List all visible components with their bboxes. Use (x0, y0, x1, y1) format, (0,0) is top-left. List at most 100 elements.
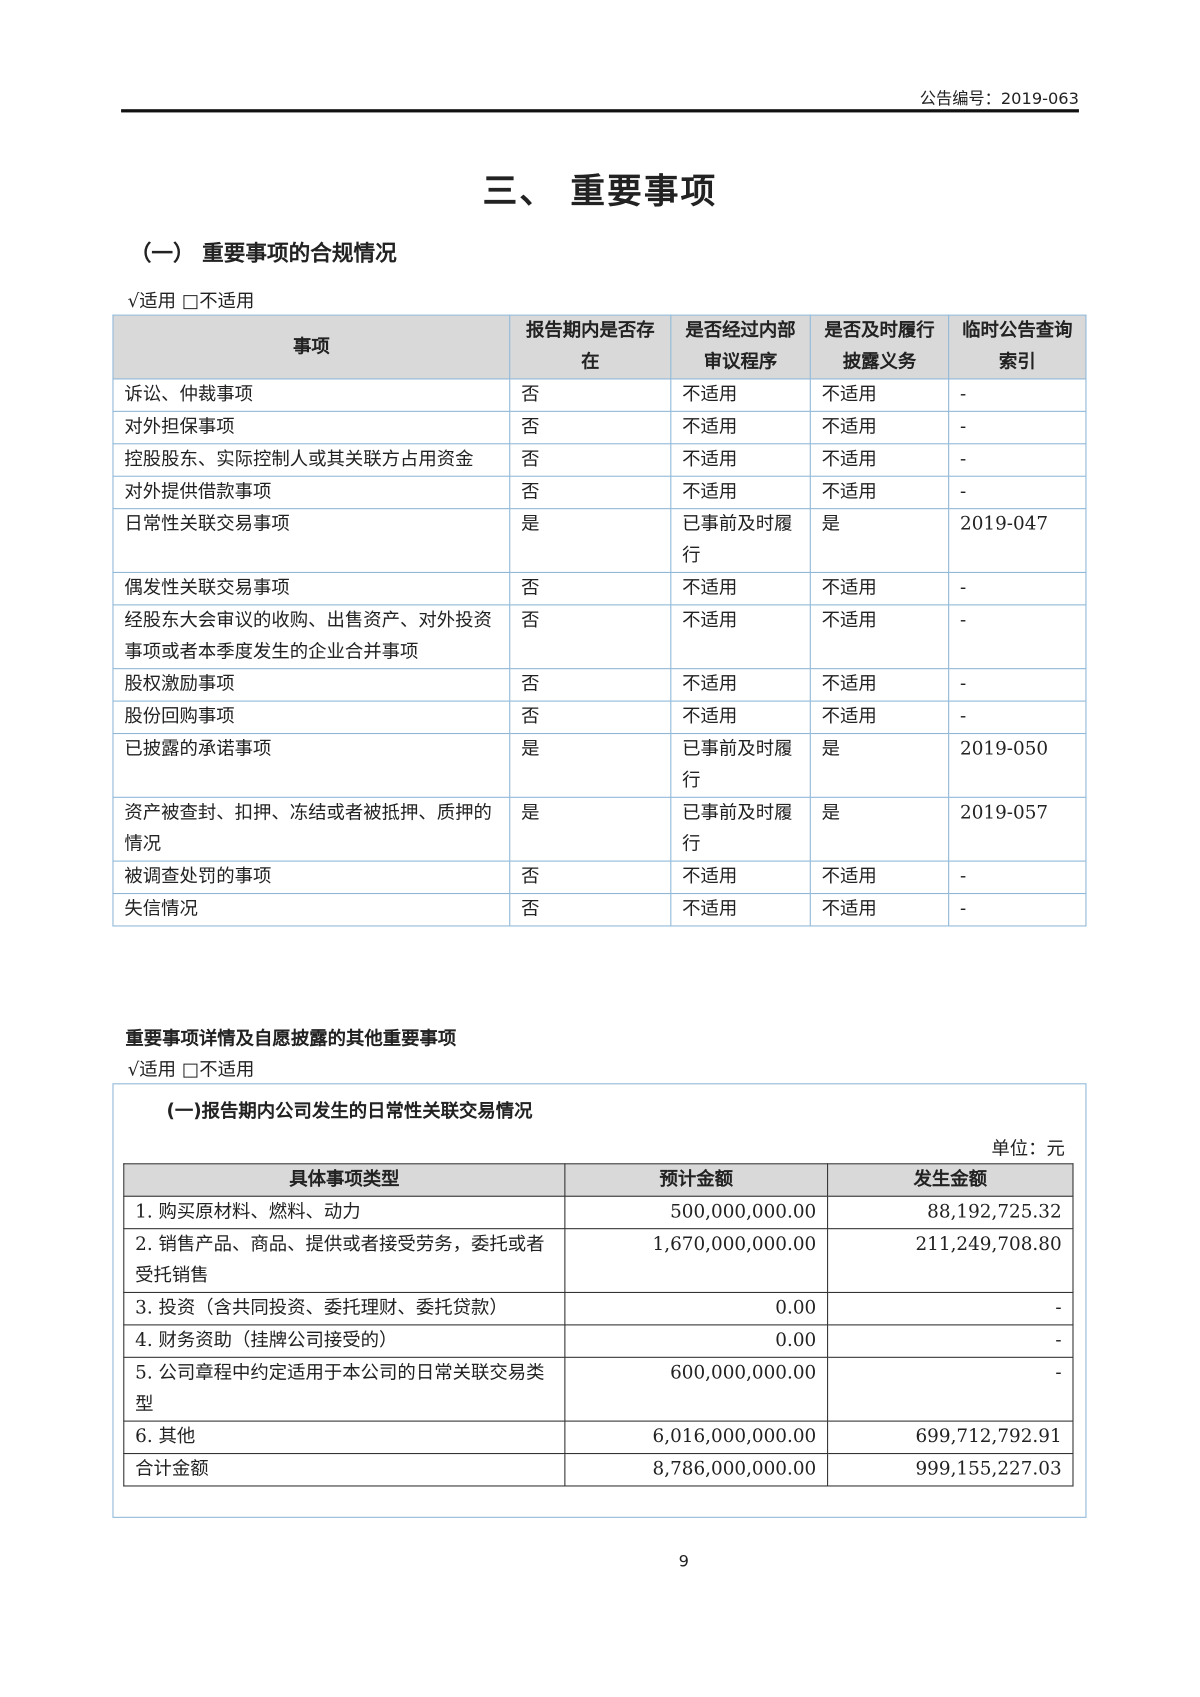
table-cell: 否 (509, 443, 672, 477)
header-rule (121, 109, 1079, 113)
table-cell: - (948, 892, 1087, 927)
table-cell: 999,155,227.03 (827, 1452, 1074, 1487)
table-cell: - (948, 443, 1087, 477)
table-cell: 经股东大会审议的收购、出售资产、对外投资事项或者本季度发生的企业合并事项 (112, 604, 511, 670)
notice-number: 公告编号：2019-063 (919, 88, 1079, 109)
table-row: 对外担保事项否不适用 不适用 - (112, 410, 1087, 445)
table-cell: 不适用 (809, 443, 950, 477)
section1-applicability: √适用 □不适用 (127, 290, 255, 313)
table-cell: - (948, 571, 1087, 606)
column-header: 报告期内是否存在 (509, 314, 672, 380)
page-number: 9 (678, 1551, 689, 1571)
section2-applicability: √适用 □不适用 (127, 1059, 255, 1082)
table-cell: 2019-047 (948, 508, 1087, 573)
table-cell: 是 (809, 732, 950, 798)
table-cell: 已事前及时履行 (670, 796, 811, 862)
column-header: 临时公告查询索引 (948, 314, 1087, 380)
table-row: 诉讼、仲裁事项否不适用 不适用 - (112, 378, 1087, 412)
table-cell: 是 (509, 796, 672, 862)
table-row: 5. 公司章程中约定适用于本公司的日常关联交易类型 600,000,000.00- (123, 1356, 1074, 1422)
table-cell: 否 (509, 475, 672, 510)
table-cell: 4. 财务资助（挂牌公司接受的） (123, 1324, 566, 1358)
table-cell: 8,786,000,000.00 (564, 1452, 829, 1487)
table-cell: 对外提供借款事项 (112, 475, 511, 510)
table-cell: 控股股东、实际控制人或其关联方占用资金 (112, 443, 511, 477)
table-cell: 不适用 (670, 378, 811, 412)
table-cell: 不适用 (809, 604, 950, 670)
table-cell: 不适用 (670, 860, 811, 895)
table-cell: 1,670,000,000.00 (564, 1228, 829, 1293)
table-cell: 合计金额 (123, 1452, 566, 1487)
table-cell: 日常性关联交易事项 (112, 508, 511, 573)
table-row: 6. 其他 6,016,000,000.00 699,712,792.91 (123, 1420, 1074, 1455)
table-cell: 已事前及时履行 (670, 508, 811, 573)
table-row: 4. 财务资助（挂牌公司接受的） 0.00- (123, 1324, 1074, 1358)
table-cell: 不适用 (809, 475, 950, 510)
table-cell: 不适用 (809, 378, 950, 412)
table-cell: 0.00 (564, 1291, 829, 1326)
table-row: 失信情况否不适用 不适用 - (112, 892, 1087, 927)
box-title: (一)报告期内公司发生的日常性关联交易情况 (166, 1100, 533, 1123)
column-header: 发生金额 (827, 1163, 1074, 1197)
table-cell: 失信情况 (112, 892, 511, 927)
table-cell: 否 (509, 410, 672, 445)
table-cell: 5. 公司章程中约定适用于本公司的日常关联交易类型 (123, 1356, 566, 1422)
table-cell: 对外担保事项 (112, 410, 511, 445)
table-row: 对外提供借款事项否不适用 不适用 - (112, 475, 1087, 510)
table-cell: 211,249,708.80 (827, 1228, 1074, 1293)
table-cell: 已事前及时履行 (670, 732, 811, 798)
table-cell: 1. 购买原材料、燃料、动力 (123, 1195, 566, 1230)
table-cell: - (827, 1356, 1074, 1422)
related-transactions-box (112, 1083, 1087, 1518)
table-cell: 6. 其他 (123, 1420, 566, 1455)
table-cell: 否 (509, 571, 672, 606)
table-cell: 不适用 (670, 571, 811, 606)
table-cell: 2019-057 (948, 796, 1087, 862)
table-cell: 偶发性关联交易事项 (112, 571, 511, 606)
table-cell: 不适用 (670, 892, 811, 927)
table-cell: 不适用 (809, 860, 950, 895)
table-cell: 是 (809, 508, 950, 573)
compliance-table: 事项 报告期内是否存在 是否经过内部审议程序 是否及时履行披露义务 临时公告查询索引 诉… (112, 314, 1087, 927)
table-cell: 不适用 (670, 443, 811, 477)
table-cell: 否 (509, 860, 672, 895)
table-cell: - (948, 475, 1087, 510)
table-row: 3. 投资（含共同投资、委托理财、委托贷款） 0.00- (123, 1291, 1074, 1326)
table-cell: 0.00 (564, 1324, 829, 1358)
table-cell: - (827, 1291, 1074, 1326)
table-cell: 否 (509, 892, 672, 927)
table-cell: 不适用 (670, 668, 811, 702)
table-cell: - (948, 604, 1087, 670)
table-cell: 被调查处罚的事项 (112, 860, 511, 895)
table-cell: 不适用 (809, 668, 950, 702)
table-cell: 88,192,725.32 (827, 1195, 1074, 1230)
table-cell: 否 (509, 668, 672, 702)
table-cell: 2. 销售产品、商品、提供或者接受劳务，委托或者受托销售 (123, 1228, 566, 1293)
section2-heading: 重要事项详情及自愿披露的其他重要事项 (125, 1028, 457, 1050)
table-cell: 500,000,000.00 (564, 1195, 829, 1230)
table-cell: 699,712,792.91 (827, 1420, 1074, 1455)
table-row: 股份回购事项否不适用 不适用 - (112, 700, 1087, 735)
table-cell: 诉讼、仲裁事项 (112, 378, 511, 412)
section1-heading: （一） 重要事项的合规情况 (129, 240, 397, 266)
column-header: 预计金额 (564, 1163, 829, 1197)
table-row: 经股东大会审议的收购、出售资产、对外投资事项或者本季度发生的企业合并事项否不适用… (112, 604, 1087, 670)
table-cell: 2019-050 (948, 732, 1087, 798)
unit-label: 单位：元 (991, 1138, 1065, 1161)
table-cell: 不适用 (809, 571, 950, 606)
table-cell: 股权激励事项 (112, 668, 511, 702)
table-cell: 不适用 (670, 475, 811, 510)
table-row: 偶发性关联交易事项否不适用 不适用 - (112, 571, 1087, 606)
table-cell: 已披露的承诺事项 (112, 732, 511, 798)
table-cell: 否 (509, 700, 672, 735)
table-cell: 不适用 (809, 700, 950, 735)
table-cell: 不适用 (670, 604, 811, 670)
table-cell: - (948, 860, 1087, 895)
table-cell: - (948, 700, 1087, 735)
table-row: 2. 销售产品、商品、提供或者接受劳务，委托或者受托销售 1,670,000,00… (123, 1228, 1074, 1293)
table-cell: 600,000,000.00 (564, 1356, 829, 1422)
table-cell: 股份回购事项 (112, 700, 511, 735)
table-cell: - (948, 378, 1087, 412)
column-header: 是否及时履行披露义务 (809, 314, 950, 380)
